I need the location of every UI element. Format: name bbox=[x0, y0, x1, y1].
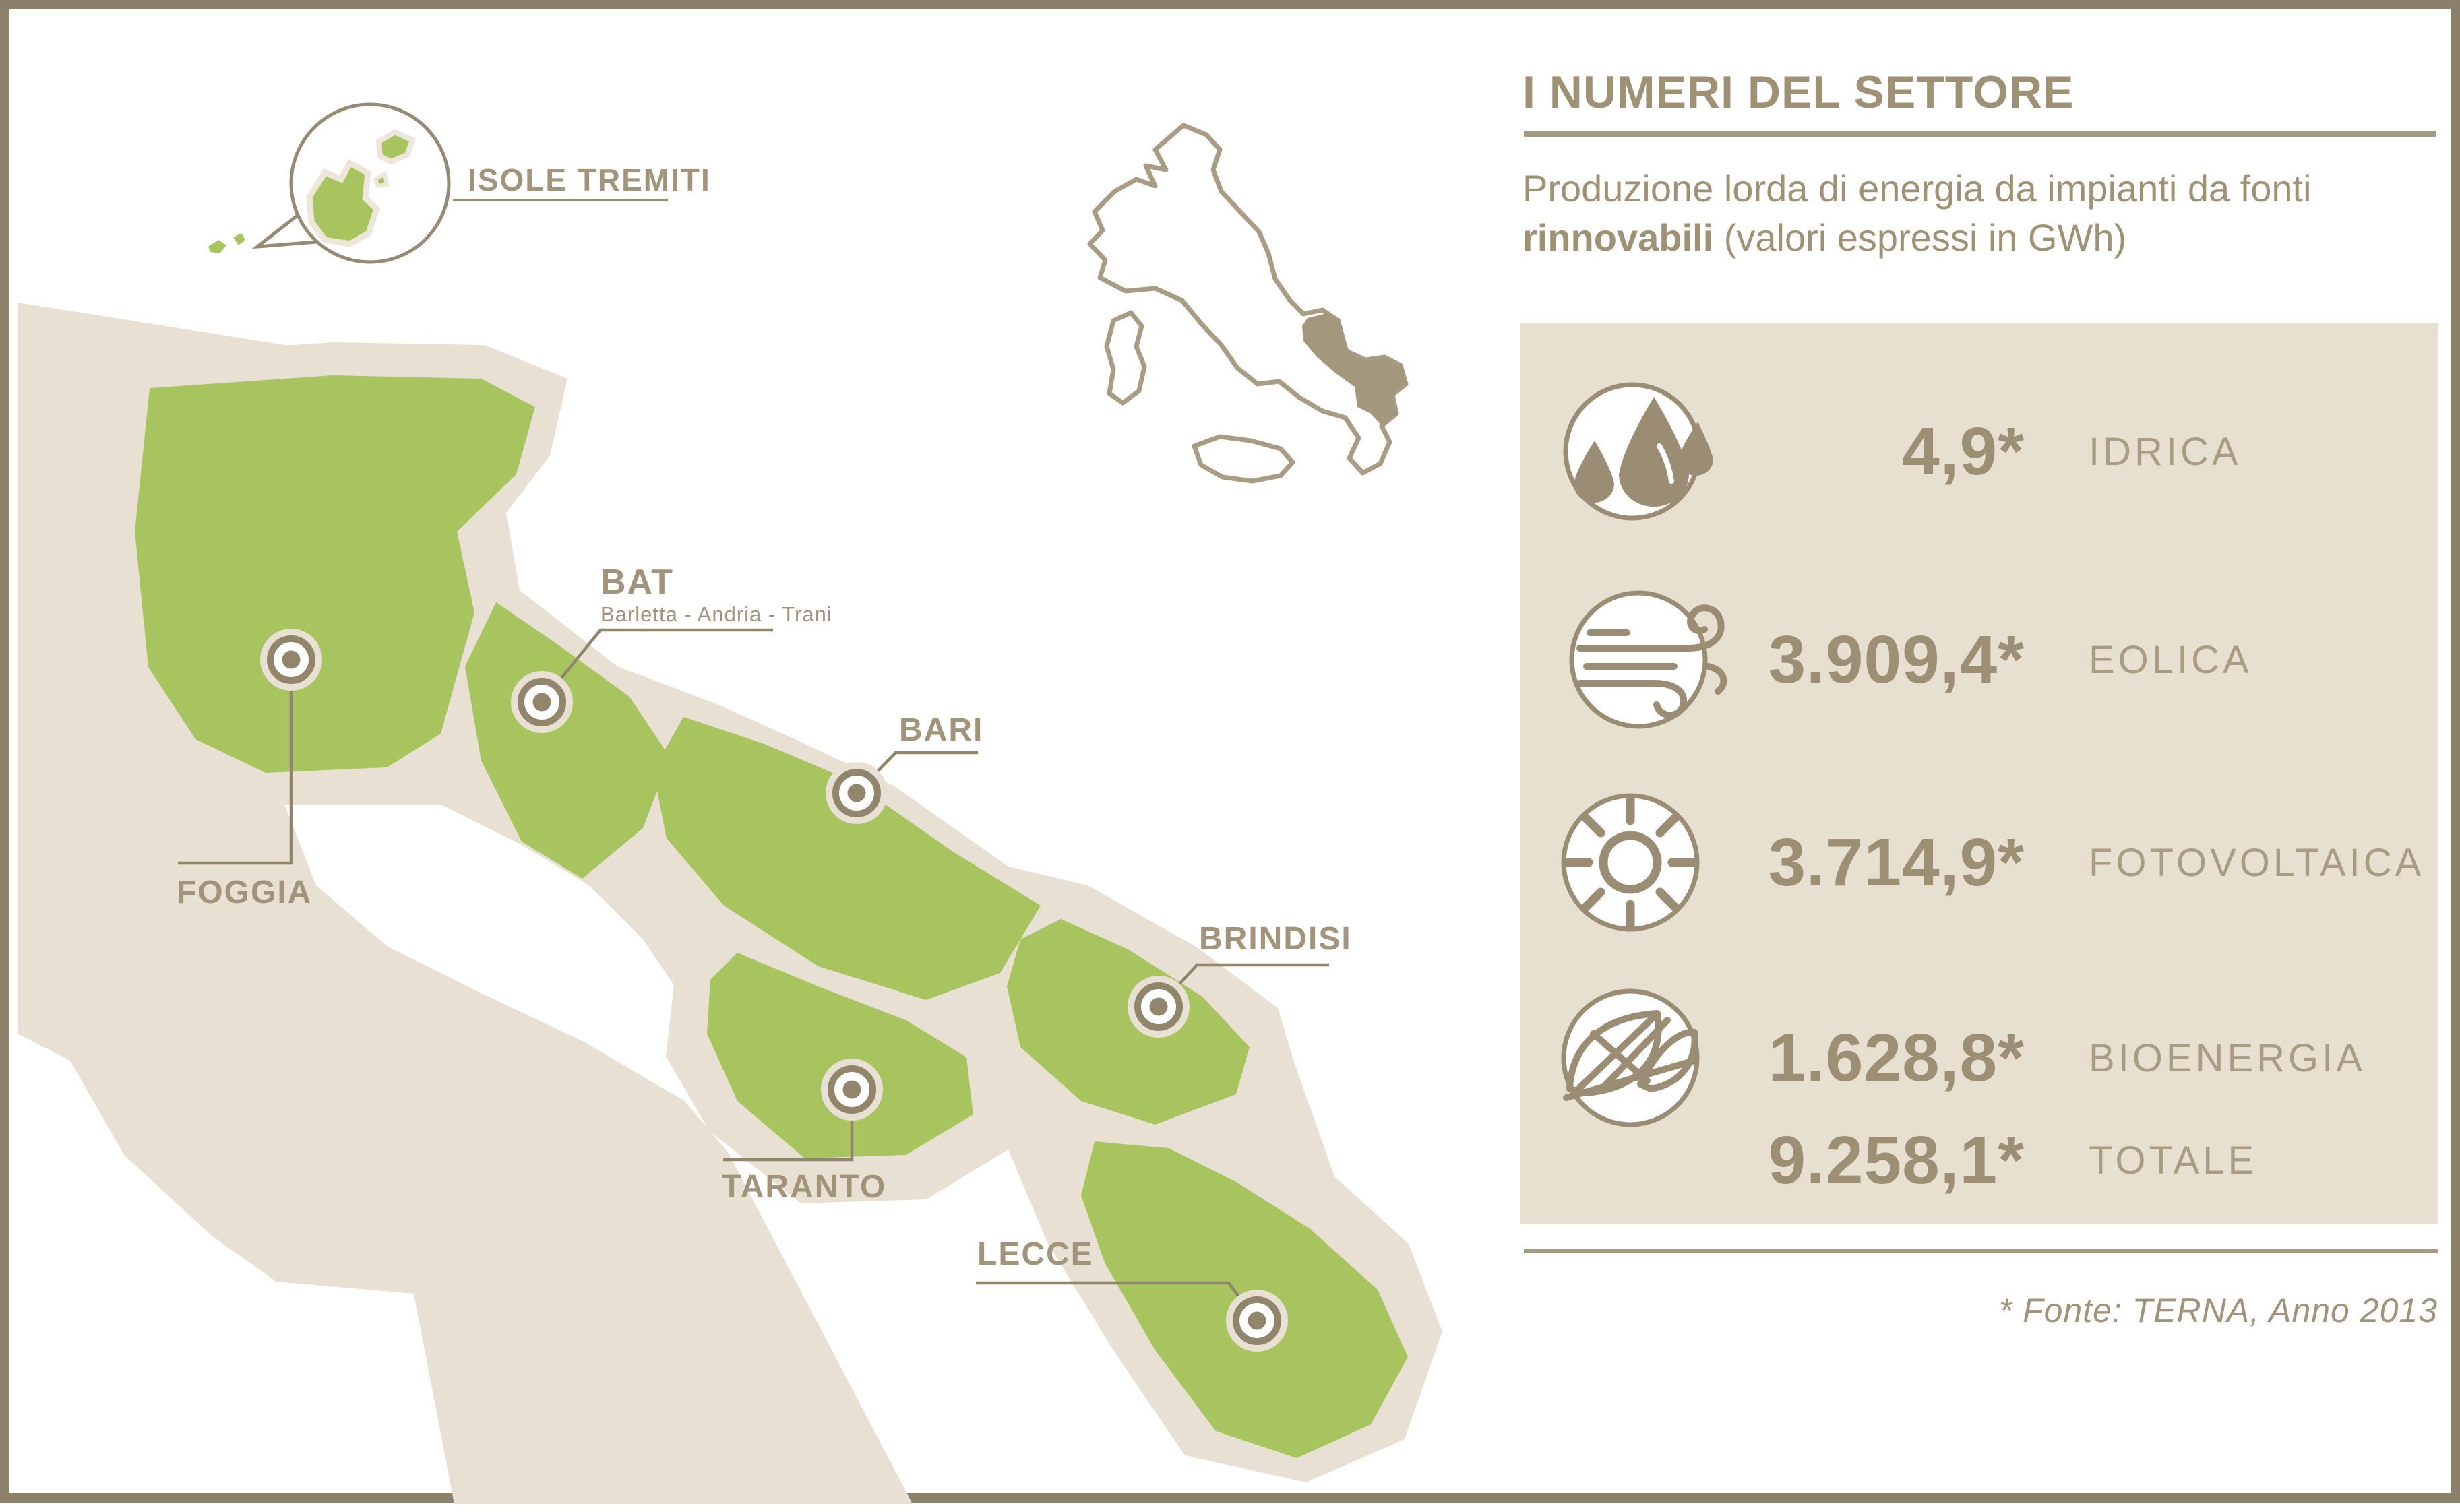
sardinia-outline bbox=[1104, 310, 1147, 406]
puglia-highlight bbox=[1302, 313, 1406, 426]
marker-foggia bbox=[260, 629, 322, 691]
leader-lines bbox=[178, 628, 1329, 1322]
panel-subtitle-line1: Produzione lorda di energia da impianti … bbox=[1523, 167, 2312, 210]
marker-lecce bbox=[1226, 1290, 1288, 1352]
italy-minimap bbox=[1087, 123, 1409, 484]
panel-subtitle-line2-bold: rinnovabili bbox=[1523, 216, 1714, 259]
city-markers bbox=[260, 629, 1288, 1352]
mainland-shape bbox=[18, 303, 913, 1504]
marker-brindisi bbox=[1128, 976, 1190, 1038]
italy-outline bbox=[1087, 123, 1409, 476]
province-lecce-shape bbox=[1081, 1141, 1408, 1458]
label-taranto: TARANTO bbox=[722, 1169, 887, 1205]
panel-subtitle-line2-normal: (valori espressi in GWh) bbox=[1713, 216, 2127, 259]
stat-label-idrica: IDRICA bbox=[2089, 429, 2242, 474]
tremiti-main-island bbox=[306, 158, 381, 247]
province-taranto-shape bbox=[707, 953, 973, 1158]
stat-value-idrica: 4,9* bbox=[1902, 414, 2025, 489]
label-bari: BARI bbox=[899, 712, 984, 748]
marker-bat bbox=[511, 671, 573, 733]
tremiti-ne-island bbox=[375, 129, 417, 165]
label-foggia: FOGGIA bbox=[177, 875, 313, 910]
label-bat: BAT bbox=[601, 563, 675, 602]
tremiti-islands-small bbox=[208, 240, 226, 253]
province-bat-shape bbox=[465, 602, 670, 879]
coast-band-shape bbox=[109, 342, 1442, 1482]
source-footnote: * Fonte: TERNA, Anno 2013 bbox=[1998, 1292, 2438, 1329]
marker-bari bbox=[826, 762, 888, 824]
stat-value-fotovoltaica: 3.714,9* bbox=[1768, 825, 2025, 900]
stat-label-fotovoltaica: FOTOVOLTAICA bbox=[2089, 840, 2425, 885]
label-brindisi: BRINDISI bbox=[1199, 921, 1352, 957]
stat-value-totale: 9.258,1* bbox=[1768, 1123, 2025, 1198]
panel-title: I NUMERI DEL SETTORE bbox=[1523, 67, 2074, 118]
province-foggia-shape bbox=[135, 375, 535, 773]
stat-value-bioenergia: 1.628,8* bbox=[1768, 1020, 2025, 1096]
province-bari-shape bbox=[653, 717, 1041, 1000]
stat-label-bioenergia: BIOENERGIA bbox=[2089, 1036, 2366, 1080]
label-lecce: LECCE bbox=[977, 1236, 1094, 1272]
stat-label-eolica: EOLICA bbox=[2089, 637, 2252, 682]
stat-value-eolica: 3.909,4* bbox=[1768, 622, 2025, 697]
marker-taranto bbox=[821, 1059, 883, 1121]
sicily-outline bbox=[1192, 434, 1295, 484]
tremiti-islands-small2 bbox=[233, 233, 245, 245]
isole-tremiti-label: ISOLE TREMITI bbox=[468, 162, 711, 197]
stat-label-totale: TOTALE bbox=[2089, 1138, 2258, 1183]
tremiti-tiny-island bbox=[373, 170, 390, 189]
panel-subtitle-line2: rinnovabili (valori espressi in GWh) bbox=[1523, 216, 2126, 259]
label-bat-sub: Barletta - Andria - Trani bbox=[601, 602, 832, 626]
